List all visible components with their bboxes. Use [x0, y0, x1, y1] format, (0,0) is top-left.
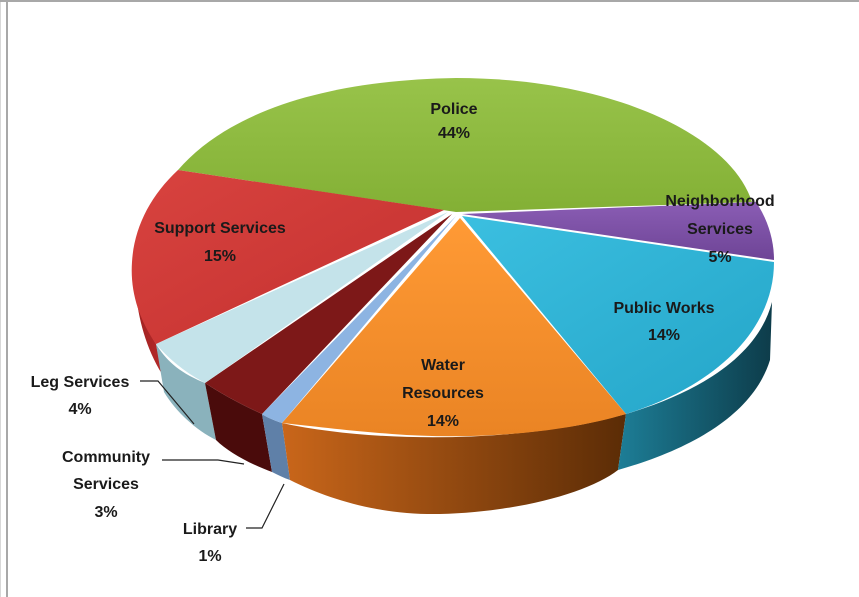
slice-side-leg [156, 344, 216, 440]
slice-library [262, 216, 456, 423]
slice-side-support [132, 262, 162, 374]
slice-public-works [462, 216, 774, 414]
label-community-name-2: Services [73, 476, 139, 493]
label-public-works-pct: 14% [648, 327, 680, 344]
slice-side-community [205, 383, 272, 472]
slice-water [282, 218, 626, 437]
label-library-name: Library [183, 521, 237, 538]
label-neighborhood-name-1: Neighborhood [665, 193, 774, 210]
slice-side-public-works [618, 302, 772, 470]
label-library-pct: 1% [198, 548, 221, 565]
label-community-name-1: Community [62, 449, 150, 466]
frame-border-top [0, 0, 859, 2]
slice-support [131, 170, 444, 344]
label-neighborhood-pct: 5% [708, 249, 731, 266]
leader-line-leg [140, 380, 195, 425]
label-water-name-2: Resources [402, 385, 484, 402]
frame-border-left [6, 0, 8, 597]
leader-line-community [162, 459, 245, 465]
label-support-pct: 15% [204, 248, 236, 265]
label-police-pct: 44% [438, 125, 470, 142]
slice-side-water [282, 414, 626, 515]
slice-side-library [262, 414, 290, 480]
leader-line-library [246, 483, 285, 529]
label-leg-pct: 4% [68, 401, 91, 418]
label-support-name: Support Services [154, 220, 286, 237]
label-community-pct: 3% [94, 504, 117, 521]
label-water-pct: 14% [427, 413, 459, 430]
slice-police [178, 78, 752, 212]
frame-border-outer [0, 0, 1, 597]
slice-neighborhood [462, 202, 774, 260]
label-public-works-name: Public Works [613, 300, 714, 317]
label-leg-name: Leg Services [31, 374, 130, 391]
slice-community [205, 214, 452, 414]
label-police-name: Police [430, 101, 477, 118]
label-neighborhood-name-2: Services [687, 221, 753, 238]
slice-leg [156, 212, 448, 383]
label-water-name-1: Water [421, 357, 465, 374]
